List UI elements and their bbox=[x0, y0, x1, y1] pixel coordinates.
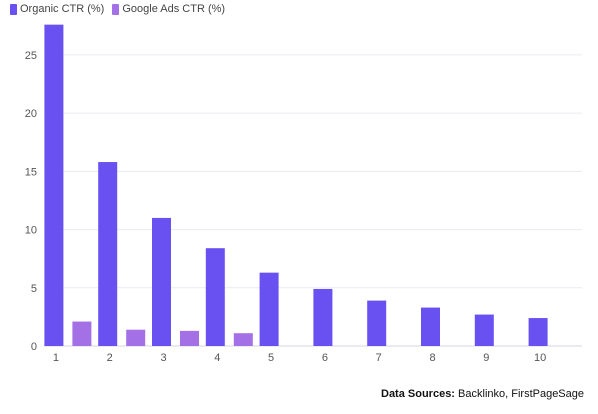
legend-label-google-ads: Google Ads CTR (%) bbox=[122, 3, 226, 15]
legend-item-organic[interactable]: Organic CTR (%) bbox=[10, 3, 104, 15]
organic-ctr-bar bbox=[205, 248, 225, 346]
organic-ctr-bar bbox=[98, 162, 118, 346]
google-ads-ctr-bar bbox=[72, 321, 92, 346]
y-tick-label: 25 bbox=[25, 50, 37, 62]
chart-legend: Organic CTR (%) Google Ads CTR (%) bbox=[10, 3, 225, 15]
organic-ctr-bar bbox=[152, 217, 171, 346]
x-tick-label: 9 bbox=[483, 352, 489, 364]
legend-swatch-organic bbox=[10, 3, 17, 15]
y-tick-label: 20 bbox=[25, 108, 37, 120]
organic-ctr-bar bbox=[367, 300, 387, 346]
y-tick-label: 0 bbox=[31, 341, 37, 353]
organic-ctr-bar bbox=[528, 318, 548, 346]
data-source-label: Data Sources: bbox=[381, 388, 455, 400]
organic-ctr-bar bbox=[44, 24, 64, 347]
legend-label-organic: Organic CTR (%) bbox=[20, 3, 105, 15]
x-tick-label: 3 bbox=[160, 352, 166, 364]
x-tick-label: 4 bbox=[214, 352, 220, 364]
legend-swatch-google-ads bbox=[112, 3, 120, 15]
x-tick-label: 6 bbox=[322, 352, 328, 364]
data-source-text: Backlinko, FirstPageSage bbox=[458, 388, 584, 400]
data-source-note: Data Sources: Backlinko, FirstPageSage bbox=[381, 388, 584, 400]
x-tick-label: 2 bbox=[107, 352, 113, 364]
organic-ctr-bar bbox=[313, 288, 333, 346]
organic-ctr-bar bbox=[259, 272, 279, 346]
google-ads-ctr-bar bbox=[126, 329, 146, 346]
google-ads-ctr-bar bbox=[180, 330, 199, 346]
x-tick-label: 5 bbox=[268, 352, 274, 364]
y-tick-label: 10 bbox=[25, 225, 37, 237]
x-tick-label: 10 bbox=[534, 352, 546, 364]
google-ads-ctr-bar bbox=[233, 333, 253, 346]
legend-item-google-ads[interactable]: Google Ads CTR (%) bbox=[112, 3, 225, 15]
organic-ctr-bar bbox=[421, 307, 440, 346]
organic-ctr-bar bbox=[474, 314, 494, 346]
y-tick-label: 5 bbox=[31, 283, 37, 295]
y-tick-label: 15 bbox=[25, 166, 37, 178]
x-tick-label: 7 bbox=[376, 352, 382, 364]
x-tick-label: 8 bbox=[429, 352, 435, 364]
x-tick-label: 1 bbox=[53, 352, 59, 364]
